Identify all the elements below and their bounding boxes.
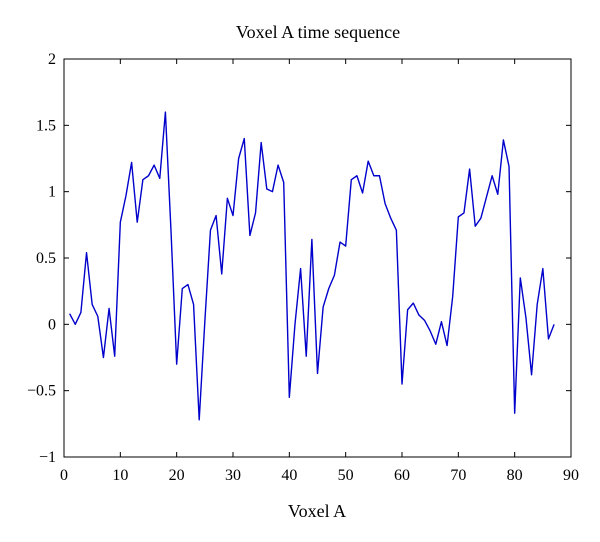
x-tick-label: 0 <box>60 467 68 484</box>
y-tick-label: 0.5 <box>36 250 56 267</box>
x-tick-label: 20 <box>169 467 185 484</box>
plot-area: 0 10 20 30 40 50 60 70 80 90 −1 −0.5 0 0.5 1 1.5 2 <box>27 51 579 484</box>
x-tick-label: 30 <box>225 467 241 484</box>
y-tick-label: 1 <box>48 184 56 201</box>
x-tick-label: 40 <box>281 467 297 484</box>
y-tick-label: −0.5 <box>27 383 56 400</box>
tick-marks <box>63 58 572 458</box>
x-tick-label: 80 <box>507 467 523 484</box>
x-tick-label: 60 <box>394 467 410 484</box>
y-tick-label: 2 <box>48 51 56 68</box>
x-tick-label: 50 <box>338 467 354 484</box>
series-group <box>69 111 555 421</box>
x-tick-label: 90 <box>563 467 579 484</box>
tick-labels: 0 10 20 30 40 50 60 70 80 90 −1 −0.5 0 0.5 1 1.5 2 <box>27 51 579 484</box>
y-tick-label: 0 <box>48 316 56 333</box>
x-axis-label: Voxel A <box>288 501 346 521</box>
y-tick-label: −1 <box>39 449 56 466</box>
y-tick-label: 1.5 <box>36 117 56 134</box>
x-tick-label: 70 <box>450 467 466 484</box>
series-line-0 <box>69 111 555 421</box>
chart-title: Voxel A time sequence <box>236 22 400 42</box>
plot-frame <box>63 58 572 458</box>
x-tick-label: 10 <box>112 467 128 484</box>
